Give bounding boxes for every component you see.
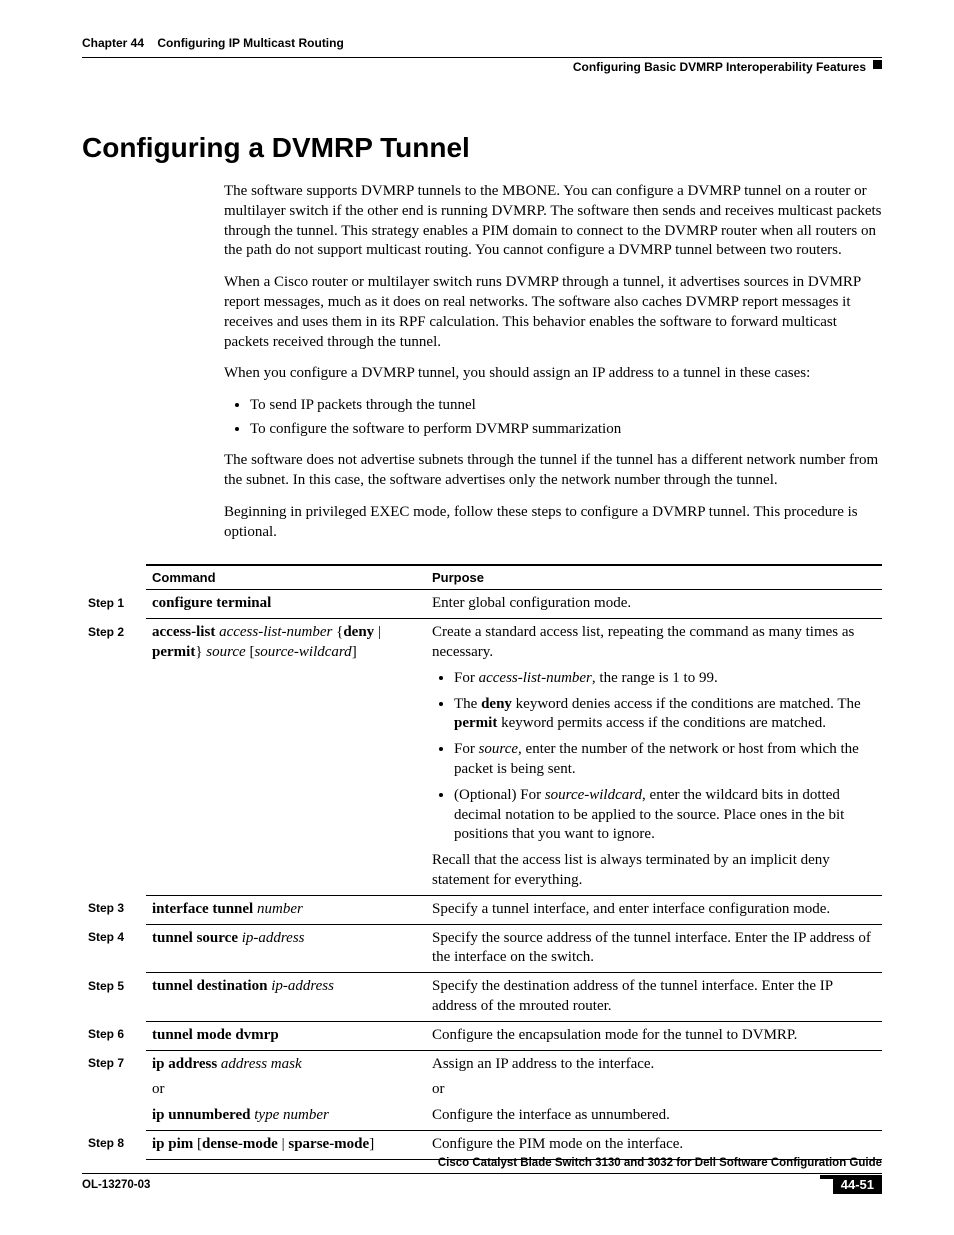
table-row: Step 3 interface tunnel number Specify a… bbox=[82, 895, 882, 924]
header-rule bbox=[82, 57, 882, 58]
body-text: The software supports DVMRP tunnels to t… bbox=[224, 182, 882, 542]
list-item: For access-list-number, the range is 1 t… bbox=[454, 669, 876, 689]
purpose-cell: Enter global configuration mode. bbox=[426, 590, 882, 619]
paragraph: When a Cisco router or multilayer switch… bbox=[224, 273, 882, 352]
table-row: Step 8 ip pim [dense-mode | sparse-mode]… bbox=[82, 1130, 882, 1159]
footer-guide-title: Cisco Catalyst Blade Switch 3130 and 303… bbox=[438, 1157, 882, 1169]
chapter-number: Chapter 44 bbox=[82, 36, 144, 50]
table-row: Step 6 tunnel mode dvmrp Configure the e… bbox=[82, 1021, 882, 1050]
purpose-cell: Create a standard access list, repeating… bbox=[426, 619, 882, 896]
content: Configuring a DVMRP Tunnel The software … bbox=[82, 132, 882, 1160]
col-purpose: Purpose bbox=[426, 565, 882, 590]
section-title: Configuring Basic DVMRP Interoperability… bbox=[573, 60, 866, 74]
purpose-cell: Specify the source address of the tunnel… bbox=[426, 924, 882, 973]
table-row: Step 7 ip address address mask or ip unn… bbox=[82, 1050, 882, 1130]
footer-page-number: 44-51 bbox=[833, 1175, 882, 1194]
purpose-cell: Configure the encapsulation mode for the… bbox=[426, 1021, 882, 1050]
step-label: Step 1 bbox=[82, 590, 146, 619]
step-label: Step 5 bbox=[82, 973, 146, 1022]
command-cell: interface tunnel number bbox=[146, 895, 426, 924]
command-cell: tunnel mode dvmrp bbox=[146, 1021, 426, 1050]
command-table: Command Purpose Step 1 configure termina… bbox=[82, 564, 882, 1159]
step-label: Step 7 bbox=[82, 1050, 146, 1130]
purpose-cell: Configure the PIM mode on the interface. bbox=[426, 1130, 882, 1159]
table-row: Step 5 tunnel destination ip-address Spe… bbox=[82, 973, 882, 1022]
table-row: Step 1 configure terminal Enter global c… bbox=[82, 590, 882, 619]
step-label: Step 8 bbox=[82, 1130, 146, 1159]
page-footer: Cisco Catalyst Blade Switch 3130 and 303… bbox=[82, 1157, 882, 1203]
table-row: Step 4 tunnel source ip-address Specify … bbox=[82, 924, 882, 973]
col-command: Command bbox=[146, 565, 426, 590]
command-cell: ip pim [dense-mode | sparse-mode] bbox=[146, 1130, 426, 1159]
command-cell: access-list access-list-number {deny | p… bbox=[146, 619, 426, 896]
step-label: Step 6 bbox=[82, 1021, 146, 1050]
header-marker-icon bbox=[873, 60, 882, 69]
page: Chapter 44 Configuring IP Multicast Rout… bbox=[0, 0, 954, 1235]
chapter-title: Configuring IP Multicast Routing bbox=[157, 36, 343, 50]
list-item: To configure the software to perform DVM… bbox=[250, 420, 882, 440]
purpose-cell: Assign an IP address to the interface. o… bbox=[426, 1050, 882, 1130]
command-cell: configure terminal bbox=[146, 590, 426, 619]
command-cell: tunnel source ip-address bbox=[146, 924, 426, 973]
paragraph: The software supports DVMRP tunnels to t… bbox=[224, 182, 882, 261]
step-label: Step 4 bbox=[82, 924, 146, 973]
list-item: To send IP packets through the tunnel bbox=[250, 396, 882, 416]
chapter-label: Chapter 44 Configuring IP Multicast Rout… bbox=[82, 36, 344, 50]
purpose-cell: Specify a tunnel interface, and enter in… bbox=[426, 895, 882, 924]
step-label: Step 2 bbox=[82, 619, 146, 896]
paragraph: Beginning in privileged EXEC mode, follo… bbox=[224, 503, 882, 543]
page-header: Chapter 44 Configuring IP Multicast Rout… bbox=[82, 30, 882, 80]
command-cell: ip address address mask or ip unnumbered… bbox=[146, 1050, 426, 1130]
paragraph: The software does not advertise subnets … bbox=[224, 451, 882, 491]
list-item: For source, enter the number of the netw… bbox=[454, 740, 876, 780]
footer-doc-number: OL-13270-03 bbox=[82, 1179, 150, 1191]
purpose-cell: Specify the destination address of the t… bbox=[426, 973, 882, 1022]
table-header-row: Command Purpose bbox=[82, 565, 882, 590]
bullet-list: To send IP packets through the tunnel To… bbox=[224, 396, 882, 439]
paragraph: When you configure a DVMRP tunnel, you s… bbox=[224, 364, 882, 384]
step-label: Step 3 bbox=[82, 895, 146, 924]
table-row: Step 2 access-list access-list-number {d… bbox=[82, 619, 882, 896]
page-title: Configuring a DVMRP Tunnel bbox=[82, 132, 882, 164]
footer-rule bbox=[82, 1173, 882, 1174]
purpose-list: For access-list-number, the range is 1 t… bbox=[432, 669, 876, 845]
command-cell: tunnel destination ip-address bbox=[146, 973, 426, 1022]
list-item: (Optional) For source-wildcard, enter th… bbox=[454, 786, 876, 845]
list-item: The deny keyword denies access if the co… bbox=[454, 695, 876, 735]
